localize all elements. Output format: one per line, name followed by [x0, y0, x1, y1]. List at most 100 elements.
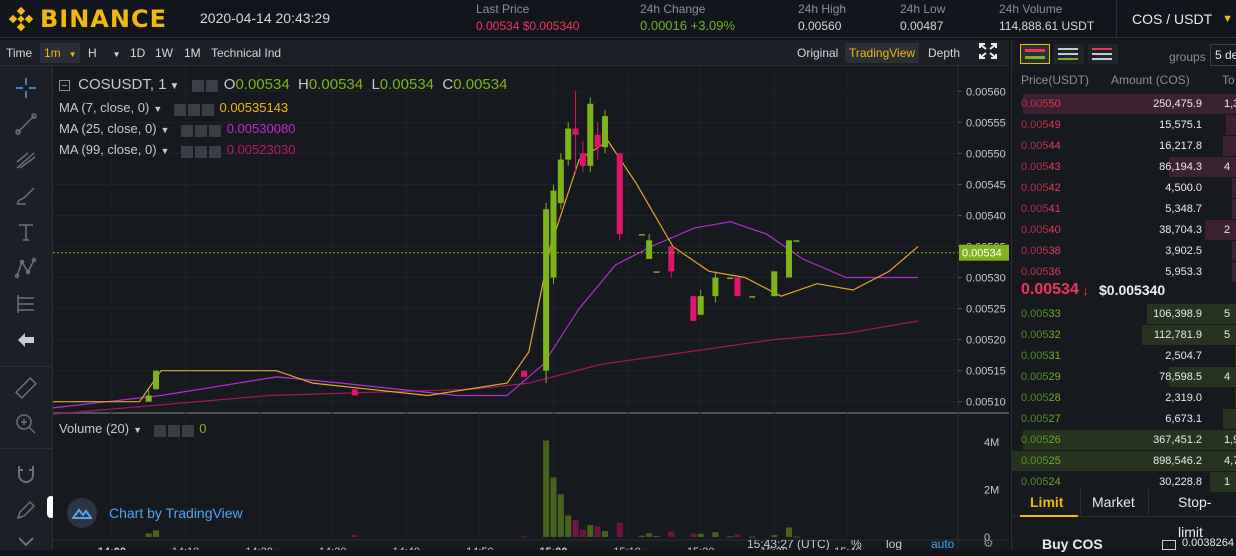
x-tick-label: 15:40 — [834, 546, 862, 550]
ask-row[interactable]: 0.00542 4,500.0 — [1012, 178, 1236, 198]
ruler-icon[interactable] — [14, 376, 38, 400]
auto-scale-button[interactable]: auto — [931, 540, 955, 550]
pattern-tool-icon[interactable] — [14, 256, 38, 280]
eye-icon[interactable] — [153, 424, 166, 437]
bid-row[interactable]: 0.00528 2,319.0 — [1012, 388, 1236, 408]
fullscreen-icon[interactable] — [975, 43, 1001, 63]
order-amount: 3,902.5 — [1165, 245, 1202, 257]
candle-up — [145, 395, 152, 402]
symbol-label[interactable]: COSUSDT, 1 — [78, 76, 167, 93]
change-label: 24h Change — [640, 2, 706, 16]
technical-indicators-button[interactable]: Technical Ind — [211, 46, 282, 60]
close-icon[interactable] — [181, 424, 194, 437]
eye-icon[interactable] — [191, 79, 204, 92]
bid-row[interactable]: 0.00527 6,673.1 — [1012, 409, 1236, 429]
volume-indicator-label[interactable]: Volume (20) — [59, 421, 130, 436]
ma25-label[interactable]: MA (25, close, 0) — [59, 121, 157, 136]
caret-down-icon[interactable]: ▼ — [133, 425, 143, 435]
collapse-handle[interactable] — [47, 496, 55, 518]
text-tool-icon[interactable] — [14, 220, 38, 244]
close-icon[interactable] — [209, 124, 222, 137]
settings-icon[interactable] — [187, 103, 200, 116]
settings-icon[interactable] — [167, 424, 180, 437]
ask-row[interactable]: 0.00549 15,575.1 — [1012, 115, 1236, 135]
order-amount: 250,475.9 — [1153, 98, 1202, 110]
interval-hour-button[interactable]: H ▼ — [84, 43, 122, 63]
ma7-label[interactable]: MA (7, close, 0) — [59, 100, 150, 115]
bid-row[interactable]: 0.00533 106,398.9 5 — [1012, 304, 1236, 324]
gear-icon[interactable]: ⚙ — [983, 540, 994, 550]
view-asks-icon[interactable] — [1088, 44, 1118, 64]
zoom-in-icon[interactable] — [14, 412, 38, 436]
log-scale-button[interactable]: log — [886, 540, 903, 550]
percent-scale-button[interactable]: % — [851, 540, 862, 550]
y-tick-label: 0.00530 — [966, 273, 1006, 285]
interval-1m-button[interactable]: 1m ▼ — [40, 43, 80, 63]
eye-icon[interactable] — [181, 124, 194, 137]
magnet-icon[interactable] — [14, 462, 38, 486]
bid-row[interactable]: 0.00525 898,546.2 4,7 — [1012, 451, 1236, 471]
ask-row[interactable]: 0.00544 16,217.8 — [1012, 136, 1236, 156]
collapse-legend-icon[interactable] — [59, 79, 70, 91]
x-tick-label: 15:10 — [613, 546, 641, 550]
view-both-icon[interactable] — [1020, 44, 1050, 64]
bid-row[interactable]: 0.00526 367,451.2 1,9 — [1012, 430, 1236, 450]
ask-row[interactable]: 0.00540 38,704.3 2 — [1012, 220, 1236, 240]
interval-1w-button[interactable]: 1W — [155, 46, 173, 60]
volume-bar — [602, 531, 608, 537]
settings-icon[interactable] — [205, 79, 218, 92]
pencil-lock-icon[interactable] — [14, 498, 38, 522]
candle-down — [690, 296, 697, 321]
arrow-left-icon[interactable] — [14, 328, 38, 352]
tab-stop-limit[interactable]: Stop-limit — [1178, 494, 1212, 540]
pitchfork-icon[interactable] — [14, 148, 38, 172]
depth-bar — [1210, 472, 1236, 492]
bid-row[interactable]: 0.00524 30,228.8 1 — [1012, 472, 1236, 492]
tradingview-badge[interactable]: Chart by TradingView — [67, 498, 243, 528]
candle-down — [351, 389, 358, 396]
binance-logo[interactable]: BINANCE — [8, 5, 167, 33]
trend-line-icon[interactable] — [14, 112, 38, 136]
settings-icon[interactable] — [195, 145, 208, 158]
view-bids-icon[interactable] — [1054, 44, 1084, 64]
tab-limit[interactable]: Limit — [1030, 494, 1064, 510]
caret-down-icon[interactable]: ▼ — [160, 125, 170, 135]
view-tradingview-button[interactable]: TradingView — [845, 43, 920, 63]
ma99-label[interactable]: MA (99, close, 0) — [59, 142, 157, 157]
groups-select[interactable]: 5 de — [1210, 44, 1236, 66]
caret-down-icon[interactable]: ▼ — [160, 146, 170, 156]
bid-row[interactable]: 0.00532 112,781.9 5 — [1012, 325, 1236, 345]
low-label-legend: L — [371, 76, 380, 93]
chart-svg[interactable]: 0.00560 0.00555 0.00550 0.00545 0.00540 0.005… — [53, 66, 1009, 550]
crosshair-icon[interactable] — [14, 76, 38, 100]
view-original-button[interactable]: Original — [797, 46, 839, 60]
interval-1d-button[interactable]: 1D — [130, 46, 146, 60]
ask-row[interactable]: 0.00543 86,194.3 4 — [1012, 157, 1236, 177]
chevron-down-icon[interactable] — [14, 532, 38, 556]
order-price: 0.00542 — [1021, 182, 1061, 194]
interval-1mo-button[interactable]: 1M — [184, 46, 201, 60]
volume-bar — [646, 533, 653, 537]
view-depth-button[interactable]: Depth — [928, 46, 961, 60]
close-icon[interactable] — [209, 145, 222, 158]
settings-icon[interactable] — [195, 124, 208, 137]
ask-row[interactable]: 0.00536 5,953.3 — [1012, 262, 1236, 282]
ask-row[interactable]: 0.00550 250,475.9 1,3 — [1012, 94, 1236, 114]
brush-icon[interactable] — [14, 184, 38, 208]
y-tick-label: 0.00520 — [966, 335, 1006, 347]
candlestick-chart[interactable]: 0.00560 0.00555 0.00550 0.00545 0.00540 0.005… — [53, 66, 1009, 550]
eye-icon[interactable] — [173, 103, 186, 116]
caret-down-icon[interactable]: ▼ — [169, 81, 180, 92]
prediction-tool-icon[interactable] — [14, 292, 38, 316]
close-icon[interactable] — [201, 103, 214, 116]
ask-row[interactable]: 0.00541 5,348.7 — [1012, 199, 1236, 219]
volume-bar — [579, 529, 586, 537]
pair-selector[interactable]: COS / USDT ▼ — [1116, 0, 1236, 38]
order-amount: 106,398.9 — [1153, 308, 1202, 320]
bid-row[interactable]: 0.00529 78,598.5 4 — [1012, 367, 1236, 387]
tab-market[interactable]: Market — [1092, 494, 1135, 510]
ask-row[interactable]: 0.00538 3,902.5 — [1012, 241, 1236, 261]
bid-row[interactable]: 0.00531 2,504.7 — [1012, 346, 1236, 366]
eye-icon[interactable] — [181, 145, 194, 158]
caret-down-icon[interactable]: ▼ — [153, 104, 163, 114]
